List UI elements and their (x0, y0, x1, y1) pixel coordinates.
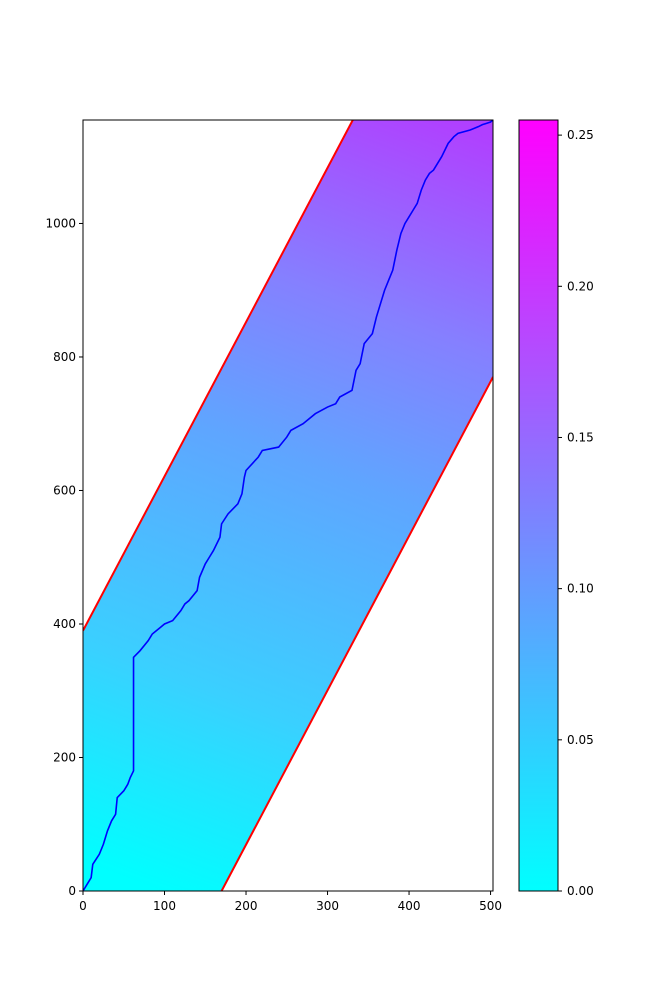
y-tick-label: 800 (53, 350, 76, 364)
colorbar-tick-label: 0.00 (567, 884, 594, 898)
warping-path-line (83, 120, 493, 891)
x-axis: 0 100 200 300 400 500 (79, 891, 502, 913)
y-axis: 0 200 400 600 800 1000 (45, 216, 83, 898)
x-tick-label: 400 (398, 899, 421, 913)
x-tick-label: 300 (316, 899, 339, 913)
colorbar-tick-label: 0.25 (567, 128, 594, 142)
y-tick-label: 600 (53, 483, 76, 497)
band-upper-boundary (83, 120, 354, 632)
y-tick-label: 1000 (45, 216, 76, 230)
y-tick-label: 0 (68, 884, 76, 898)
y-tick-label: 200 (53, 750, 76, 764)
plot-frame (82, 119, 494, 892)
band-lower-boundary (220, 376, 493, 891)
x-tick-label: 0 (79, 899, 87, 913)
heatmap-plot-area (83, 120, 493, 891)
colorbar-tick-label: 0.05 (567, 733, 594, 747)
colorbar-tick-label: 0.10 (567, 582, 594, 596)
x-tick-label: 200 (235, 899, 258, 913)
y-tick-label: 400 (53, 617, 76, 631)
colorbar-axis: 0.00 0.05 0.10 0.15 0.20 0.25 (558, 128, 594, 898)
colorbar-tick-label: 0.15 (567, 430, 594, 444)
colorbar-tick-label: 0.20 (567, 279, 594, 293)
cost-band-region (83, 120, 493, 891)
x-tick-label: 100 (153, 899, 176, 913)
colorbar (518, 119, 559, 892)
x-tick-label: 500 (479, 899, 502, 913)
